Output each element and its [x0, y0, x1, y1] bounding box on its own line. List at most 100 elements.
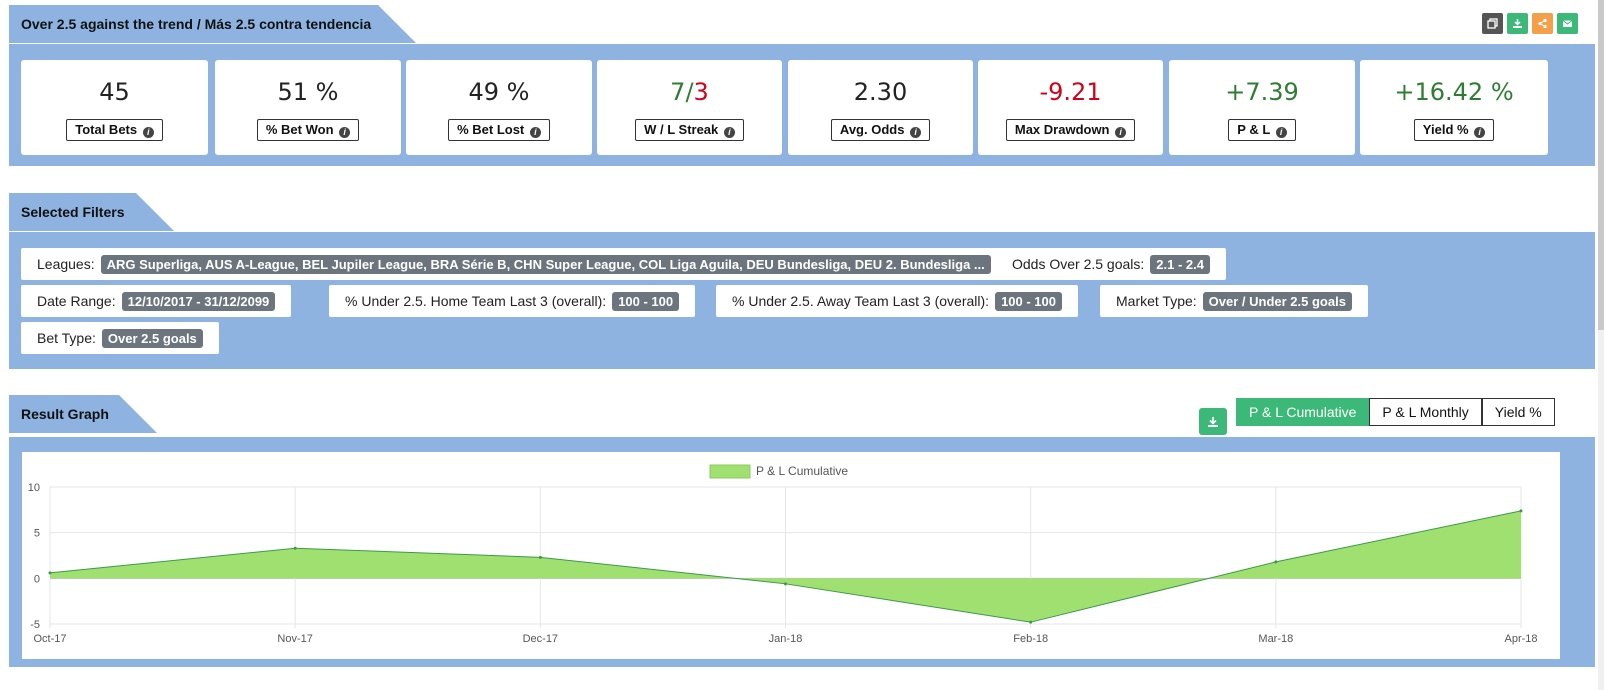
streak-loss: 3: [693, 78, 709, 106]
filter-item: Bet Type: Over 2.5 goals: [21, 322, 219, 354]
stat-card: 51 % % Bet Won i: [215, 60, 401, 155]
filter-value-chip: Over / Under 2.5 goals: [1202, 292, 1352, 311]
filter-label: Leagues:: [37, 256, 95, 272]
stat-label[interactable]: Max Drawdown i: [1005, 119, 1136, 141]
stat-card: 7/3 W / L Streak i: [597, 60, 782, 155]
stat-label[interactable]: Total Bets i: [66, 119, 163, 141]
stat-value: 49 %: [468, 78, 530, 106]
stat-label-text: W / L Streak: [644, 122, 719, 137]
tab-pl-monthly[interactable]: P & L Monthly: [1369, 398, 1482, 426]
stat-card: +16.42 % Yield % i: [1360, 60, 1548, 155]
graph-title: Result Graph: [9, 395, 157, 433]
page-scrollbar[interactable]: [1598, 0, 1604, 690]
filter-label: % Under 2.5. Home Team Last 3 (overall):: [345, 293, 607, 309]
stat-label-text: Yield %: [1422, 122, 1469, 137]
filter-label: % Under 2.5. Away Team Last 3 (overall):: [732, 293, 990, 309]
filter-label: Odds Over 2.5 goals:: [1012, 256, 1145, 272]
y-tick-label: 0: [34, 573, 40, 585]
x-tick-label: Mar-18: [1258, 633, 1293, 645]
pl-area: [50, 510, 1521, 623]
info-icon[interactable]: i: [1115, 127, 1127, 138]
copy-icon[interactable]: [1482, 13, 1503, 34]
stat-label-text: P & L: [1237, 122, 1271, 137]
filter-label: Market Type:: [1116, 293, 1197, 309]
stat-card: -9.21 Max Drawdown i: [978, 60, 1163, 155]
stat-label-text: Max Drawdown: [1014, 122, 1110, 137]
legend-label: P & L Cumulative: [756, 464, 848, 478]
info-icon[interactable]: i: [339, 127, 351, 138]
stat-label[interactable]: W / L Streak i: [635, 119, 744, 141]
stat-label[interactable]: Yield % i: [1413, 119, 1495, 141]
tab-yield[interactable]: Yield %: [1481, 398, 1555, 426]
info-icon[interactable]: i: [1474, 127, 1486, 138]
stat-label-text: Total Bets: [75, 122, 138, 137]
legend-swatch: [709, 464, 751, 479]
x-tick-label: Nov-17: [277, 633, 312, 645]
data-point: [293, 546, 297, 550]
stat-label[interactable]: % Bet Lost i: [448, 119, 550, 141]
stat-card: 2.30 Avg. Odds i: [788, 60, 973, 155]
pl-chart-svg: 10 5 0 -5 Oct-17 Nov-17 Dec-17 Jan-18 Feb-18 Mar-…: [28, 464, 1538, 645]
stat-label-text: % Bet Lost: [457, 122, 525, 137]
stat-value: +16.42 %: [1394, 78, 1514, 106]
stat-value: -9.21: [1039, 78, 1102, 106]
stat-card: 45 Total Bets i: [21, 60, 208, 155]
y-tick-label: 10: [28, 482, 40, 494]
filter-value-chip: Over 2.5 goals: [101, 329, 203, 348]
stat-value: 2.30: [853, 78, 908, 106]
info-icon[interactable]: i: [910, 127, 922, 138]
data-point: [1519, 509, 1523, 513]
stat-value: 51 %: [277, 78, 339, 106]
filter-label: Date Range:: [37, 293, 116, 309]
stat-value: +7.39: [1225, 78, 1299, 106]
stat-card: +7.39 P & L i: [1169, 60, 1355, 155]
data-point: [48, 571, 52, 575]
data-point: [784, 582, 787, 586]
stat-value: 45: [99, 78, 130, 106]
download-chart-button[interactable]: [1199, 408, 1227, 435]
info-icon[interactable]: i: [529, 127, 541, 138]
filter-value-chip: 2.1 - 2.4: [1150, 255, 1210, 274]
streak-separator: /: [685, 78, 694, 106]
x-tick-label: Oct-17: [33, 633, 66, 645]
x-tick-label: Dec-17: [523, 633, 558, 645]
filter-item: Date Range: 12/10/2017 - 31/12/2099: [21, 285, 292, 317]
y-tick-label: 5: [34, 528, 40, 540]
filter-value-chip: ARG Superliga, AUS A-League, BEL Jupiler…: [100, 255, 991, 274]
filter-value-chip: 12/10/2017 - 31/12/2099: [121, 292, 276, 311]
stat-label[interactable]: Avg. Odds i: [830, 119, 931, 141]
filter-item: Leagues: ARG Superliga, AUS A-League, BEL…: [21, 248, 1007, 280]
stat-label-text: % Bet Won: [265, 122, 334, 137]
filter-value-chip: 100 - 100: [612, 292, 680, 311]
download-icon[interactable]: [1507, 13, 1528, 34]
data-point: [538, 555, 542, 559]
stat-label[interactable]: P & L i: [1228, 119, 1296, 141]
strategy-title-text: Over 2.5 against the trend / Más 2.5 con…: [21, 16, 372, 32]
stat-value: 7/3: [597, 77, 782, 107]
filter-item: Odds Over 2.5 goals: 2.1 - 2.4: [996, 248, 1226, 280]
graph-mode-toggle: P & L Cumulative P & L Monthly Yield %: [1236, 398, 1555, 426]
filter-item: Market Type: Over / Under 2.5 goals: [1100, 285, 1368, 317]
x-tick-label: Apr-18: [1504, 633, 1537, 645]
info-icon[interactable]: i: [1275, 127, 1287, 138]
stat-card: 49 % % Bet Lost i: [406, 60, 592, 155]
email-icon[interactable]: [1557, 13, 1578, 34]
filter-item: % Under 2.5. Home Team Last 3 (overall):…: [329, 285, 696, 317]
pl-chart: 10 5 0 -5 Oct-17 Nov-17 Dec-17 Jan-18 Feb-18 Mar-…: [22, 452, 1560, 659]
filter-label: Bet Type:: [37, 330, 96, 346]
stat-label[interactable]: % Bet Won i: [256, 119, 360, 141]
scrollbar-thumb[interactable]: [1598, 0, 1604, 330]
stat-label-text: Avg. Odds: [839, 122, 905, 137]
data-point: [1029, 620, 1033, 624]
data-point: [1274, 560, 1278, 564]
y-tick-label: -5: [30, 619, 40, 631]
info-icon[interactable]: i: [723, 127, 735, 138]
info-icon[interactable]: i: [142, 127, 154, 138]
streak-win: 7: [670, 78, 686, 106]
filters-title: Selected Filters: [9, 193, 174, 231]
tab-pl-cumulative[interactable]: P & L Cumulative: [1236, 398, 1370, 426]
strategy-title: Over 2.5 against the trend / Más 2.5 con…: [9, 5, 416, 43]
graph-title-text: Result Graph: [21, 406, 109, 422]
filter-item: % Under 2.5. Away Team Last 3 (overall):…: [716, 285, 1078, 317]
share-icon[interactable]: [1532, 13, 1553, 34]
